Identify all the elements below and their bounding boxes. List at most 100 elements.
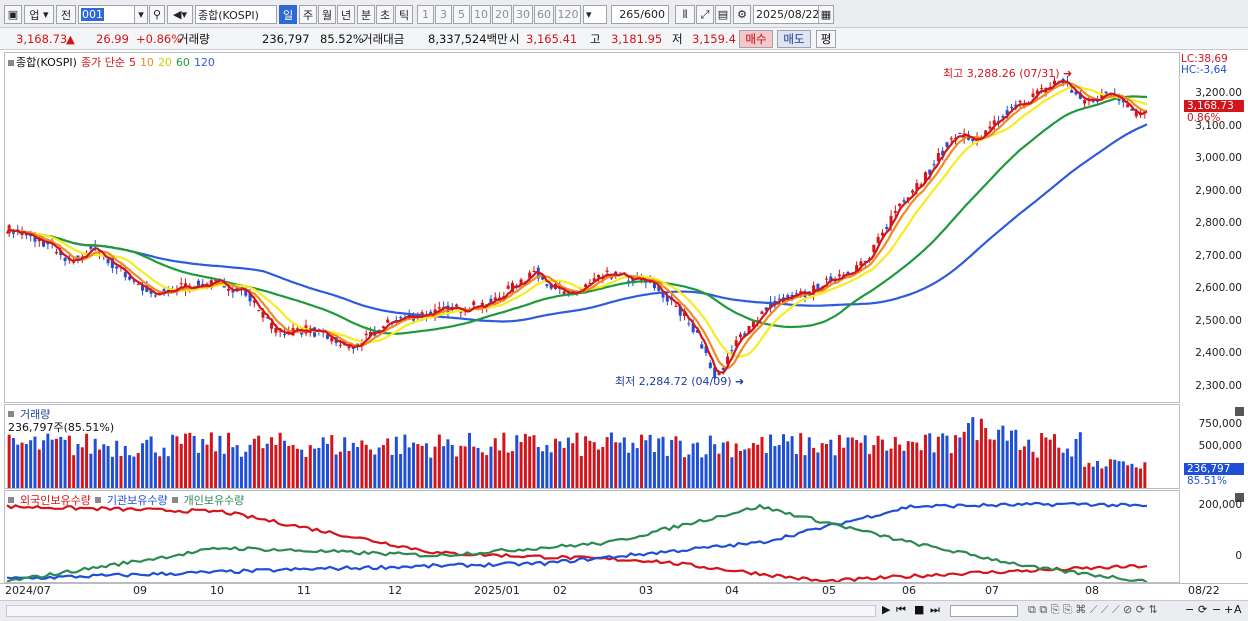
open-label: 시 [509,32,520,46]
volume-bar [893,437,897,488]
interval-30[interactable]: 30 [513,5,533,24]
prev-button[interactable]: 전 [56,5,76,24]
open-value: 3,165.41 [526,32,578,46]
volume-bar [769,434,773,488]
candle-body [777,298,781,300]
interval-custom-dropdown[interactable]: ▾ [583,5,607,24]
candle-body [906,197,910,200]
candle-type-icon[interactable]: ⫴ [675,5,695,24]
calendar-icon[interactable]: ▦ [818,5,834,24]
volume-bar [510,451,514,488]
close-icon[interactable] [1235,407,1244,416]
candle-body [562,291,566,294]
volume-bar [1044,437,1048,488]
avg-button[interactable]: 평 [816,30,836,48]
period-year[interactable]: 년 [337,5,355,24]
volume-value: 236,797 [262,32,310,46]
candle-body [730,350,734,352]
reset-zoom-icon[interactable]: ⟳ [1198,603,1208,616]
volume-bar [708,435,712,488]
volume-pane[interactable]: 거래량 236,797주(85.51%) [4,404,1180,489]
sell-button[interactable]: 매도 [777,30,811,48]
code-value: 001 [81,8,104,21]
interval-20[interactable]: 20 [492,5,512,24]
period-second[interactable]: 초 [376,5,394,24]
stock-name-field[interactable]: 종합(KOSPI) [195,5,277,24]
zoom-slider[interactable] [950,605,1018,617]
candle-body [506,285,510,289]
x-tick-label: 11 [297,584,311,597]
rewind-icon[interactable]: ⏮ [896,603,906,616]
period-minute[interactable]: 분 [357,5,375,24]
interval-3[interactable]: 3 [435,5,452,24]
speaker-icon[interactable]: ◀▾ [167,5,193,24]
buy-button[interactable]: 매수 [739,30,773,48]
period-day[interactable]: 일 [279,5,297,24]
volume-bar [915,442,919,488]
volume-bar [562,447,566,488]
fast-forward-icon[interactable]: ⏭ [930,603,940,616]
volume-bar [730,457,734,488]
volume-bar [988,439,992,488]
quote-bar: 3,168.73 ▲ 26.99 +0.86% 거래량 236,797 85.5… [0,28,1248,50]
add-icon[interactable]: + [1224,603,1234,616]
candle-body [429,311,433,314]
candle-body [356,343,360,346]
price-tick-label: 2,700.00 [1195,249,1242,262]
candle-body [876,236,880,243]
crosshair-icon[interactable]: ⤢ [696,5,714,24]
volume-bar [244,451,248,488]
interval-120[interactable]: 120 [555,5,581,24]
institution-holdings-line [6,501,1148,581]
volume-bar [614,442,618,488]
scroll-right-icon[interactable]: ▶ [882,603,891,616]
zoom-in-icon[interactable]: − [1212,603,1222,616]
volume-bar [42,440,46,488]
candle-body [837,274,841,277]
investor-tick-label: 0 [1235,550,1242,563]
interval-1[interactable]: 1 [417,5,434,24]
zoom-out-icon[interactable]: − [1185,603,1195,616]
candle-body [738,334,742,338]
text-tool-icon[interactable]: A [1234,603,1242,616]
date-field[interactable]: 2025/08/22 [753,5,819,24]
code-dropdown-button[interactable]: ▾ [134,5,148,24]
period-week[interactable]: 주 [299,5,317,24]
count-field[interactable]: 265/600 [611,5,669,24]
volume-bar [433,446,437,488]
volume-bar [717,453,721,488]
candle-body [33,235,37,242]
volume-bar [110,456,114,488]
investor-axis: 0 200,000 [1181,490,1248,583]
period-month[interactable]: 월 [318,5,336,24]
search-icon[interactable]: ⚲ [149,5,165,24]
horizontal-scrollbar[interactable] [6,605,876,617]
interval-10[interactable]: 10 [471,5,491,24]
layout-icon[interactable]: ▣ [4,5,22,24]
volume-bar [700,457,704,488]
price-pane[interactable]: 종합(KOSPI) 종가 단순 5 10 20 60 120 최고 3,288.… [4,52,1180,403]
volume-bar [399,454,403,488]
volume-bar [463,446,467,488]
volume-bar [37,449,41,488]
period-tick[interactable]: 틱 [395,5,413,24]
volume-bar [394,436,398,488]
candle-body [1117,97,1121,101]
volume-bar [325,443,329,488]
close-icon[interactable] [1235,493,1244,502]
investor-pane[interactable]: 외국인보유수량 기관보유수량 개인보유수량 [4,490,1180,583]
interval-5[interactable]: 5 [453,5,470,24]
volume-bar [196,452,200,488]
price-axis: LC:38,69 HC:-3,64 2,300.00 2,400.00 2,500.… [1181,52,1248,403]
volume-bar [1117,461,1121,488]
code-input[interactable]: 001 [78,5,136,24]
market-select[interactable]: 업 ▾ [24,5,54,24]
high-annotation-text: 최고 3,288.26 (07/31) [943,67,1060,80]
save-icon[interactable]: ▤ [715,5,731,24]
volume-bar [72,455,76,488]
gear-icon[interactable]: ⚙ [733,5,751,24]
stop-icon[interactable]: ■ [914,603,925,616]
interval-60[interactable]: 60 [534,5,554,24]
volume-bar [136,453,140,488]
tool-icons[interactable]: ⧉ ⧉ ⎘ ⎘ ⌘ ⟋ ⟋ ⟋ ⊘ ⟳ ⇅ [1028,603,1158,616]
